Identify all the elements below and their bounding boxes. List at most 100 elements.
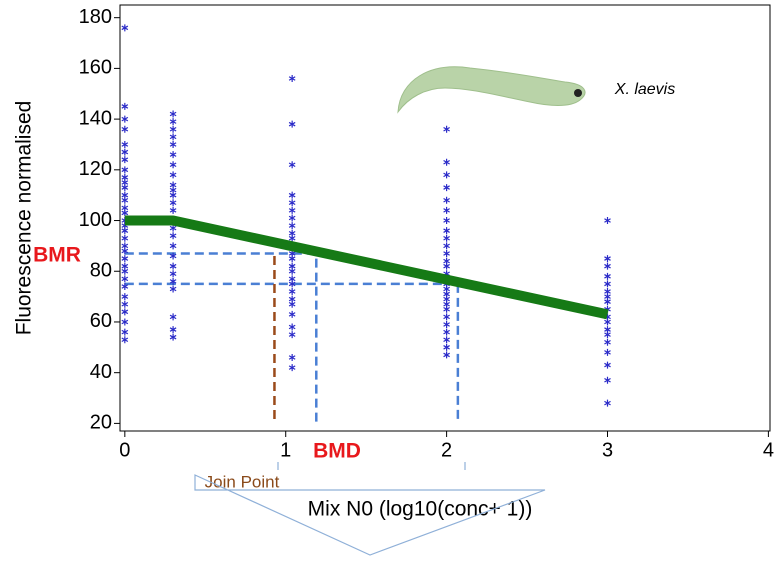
data-point — [443, 234, 450, 242]
data-point — [288, 199, 296, 207]
data-point — [604, 298, 611, 306]
data-point — [288, 310, 296, 318]
data-point — [288, 191, 296, 199]
y-tick-label: 180 — [79, 6, 112, 28]
data-point — [121, 209, 129, 217]
data-point — [169, 171, 177, 179]
data-point — [604, 361, 611, 369]
data-point — [121, 293, 129, 301]
data-point — [443, 343, 450, 351]
data-point — [604, 318, 611, 326]
data-point — [121, 267, 129, 275]
data-point — [121, 300, 129, 308]
data-point — [288, 280, 296, 288]
data-point — [169, 110, 177, 118]
data-point — [288, 222, 296, 230]
data-point — [169, 125, 177, 133]
data-point — [443, 227, 450, 235]
tadpole-icon — [397, 66, 586, 114]
x-axis-title: Mix N0 (log10(conc+ 1)) — [308, 498, 533, 521]
y-tick-label: 40 — [90, 361, 112, 383]
x-tick-label: 4 — [763, 439, 774, 461]
data-point — [121, 148, 129, 156]
data-point — [443, 321, 450, 328]
species-label: X. laevis — [614, 81, 675, 98]
data-point — [121, 140, 129, 148]
data-point — [288, 206, 296, 214]
data-point — [121, 156, 129, 164]
data-point — [443, 305, 450, 313]
data-point — [121, 196, 129, 204]
data-point — [288, 255, 296, 263]
data-point — [169, 191, 177, 199]
data-point — [121, 125, 129, 133]
data-point — [604, 262, 611, 270]
data-point — [121, 166, 129, 174]
y-tick-label: 100 — [79, 209, 112, 231]
data-point — [604, 338, 611, 346]
y-tick-label: 20 — [90, 412, 112, 434]
data-point — [604, 217, 611, 225]
data-point — [443, 184, 450, 192]
data-point — [169, 133, 177, 141]
data-point — [121, 336, 129, 344]
data-point — [121, 255, 129, 263]
fit-line — [124, 215, 609, 320]
y-axis-title: Fluorescence normalised — [13, 101, 36, 336]
data-point — [169, 252, 177, 260]
y-tick-label: 140 — [79, 107, 112, 129]
data-point — [604, 272, 611, 280]
join-point-label: Join Point — [205, 472, 280, 491]
callout-arrow — [194, 474, 546, 556]
data-point — [288, 323, 296, 331]
data-point — [443, 328, 450, 336]
data-point — [288, 120, 296, 128]
data-point — [169, 224, 177, 232]
data-point — [169, 313, 177, 321]
data-point — [121, 227, 129, 235]
data-point — [443, 313, 450, 321]
data-point — [288, 331, 296, 339]
data-point — [288, 364, 296, 372]
data-point — [121, 328, 129, 336]
data-point — [169, 326, 177, 334]
data-point — [121, 318, 129, 326]
x-tick-label: 3 — [602, 439, 613, 461]
data-point — [443, 242, 450, 250]
data-point — [604, 376, 611, 384]
callout-bracket — [277, 462, 466, 470]
data-point — [169, 242, 177, 250]
data-point — [121, 247, 129, 255]
data-point — [169, 118, 177, 126]
data-point — [169, 206, 177, 214]
data-point — [443, 171, 450, 179]
data-point — [169, 140, 177, 148]
data-point — [169, 161, 177, 169]
data-point — [169, 262, 177, 270]
y-tick-label: 160 — [79, 57, 112, 79]
data-point — [169, 199, 177, 207]
data-point — [443, 158, 450, 166]
y-tick-label: 60 — [90, 310, 112, 332]
x-tick-label: 2 — [441, 439, 452, 461]
data-point — [604, 348, 611, 356]
data-point — [169, 285, 177, 293]
data-point — [288, 288, 296, 296]
y-tick-label: 80 — [90, 260, 112, 282]
data-point — [169, 333, 177, 341]
data-point — [121, 282, 129, 290]
data-point — [443, 125, 450, 133]
data-point — [443, 217, 450, 225]
y-tick-label: 120 — [79, 158, 112, 180]
data-point — [443, 351, 450, 359]
data-point — [169, 277, 177, 285]
data-point — [604, 399, 611, 407]
data-point — [121, 234, 129, 242]
data-point — [121, 102, 129, 110]
data-point — [121, 308, 129, 316]
data-point — [443, 250, 450, 257]
data-point — [288, 214, 296, 222]
x-tick-label: 1 — [280, 439, 291, 461]
